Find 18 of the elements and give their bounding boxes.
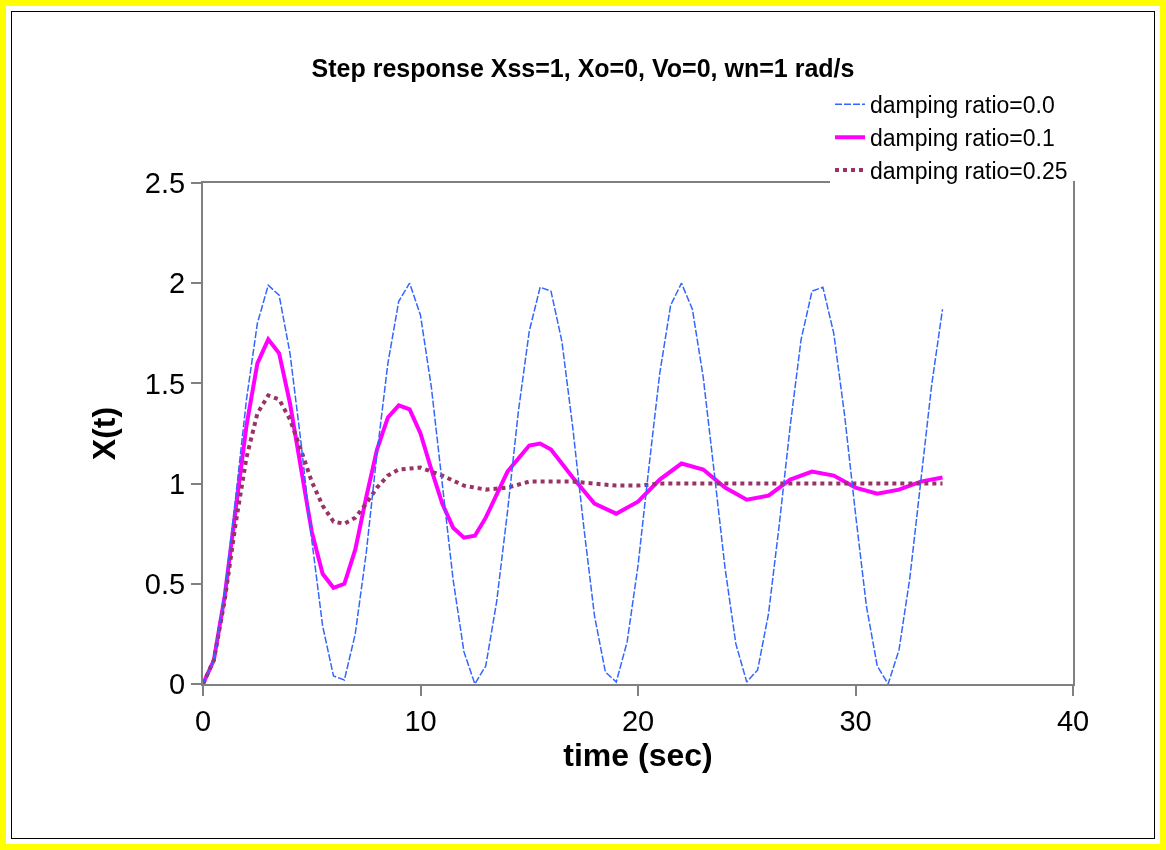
line-series — [203, 393, 945, 684]
chart-title: Step response Xss=1, Xo=0, Vo=0, wn=1 rad/s — [311, 54, 855, 82]
y-tick-label: 1.5 — [144, 367, 186, 400]
x-tick-label: 0 — [194, 704, 212, 737]
y-axis-title: X(t) — [85, 406, 122, 461]
y-tick-label: 1 — [169, 467, 186, 500]
y-tick-label: 0.5 — [144, 567, 186, 600]
y-tick-label: 2.5 — [144, 167, 186, 200]
x-axis-title: time (sec) — [563, 737, 713, 774]
legend-label: damping ratio=0.25 — [870, 158, 1068, 185]
x-tick-label: 30 — [839, 704, 872, 737]
y-tick-label: 2 — [169, 267, 186, 300]
x-tick-label: 20 — [621, 704, 655, 737]
y-tick-label: 0 — [169, 668, 186, 701]
x-tick-label: 40 — [1056, 704, 1090, 737]
legend-label: damping ratio=0.0 — [870, 92, 1055, 119]
x-tick-label: 10 — [404, 704, 437, 737]
legend-label: damping ratio=0.1 — [870, 125, 1055, 152]
